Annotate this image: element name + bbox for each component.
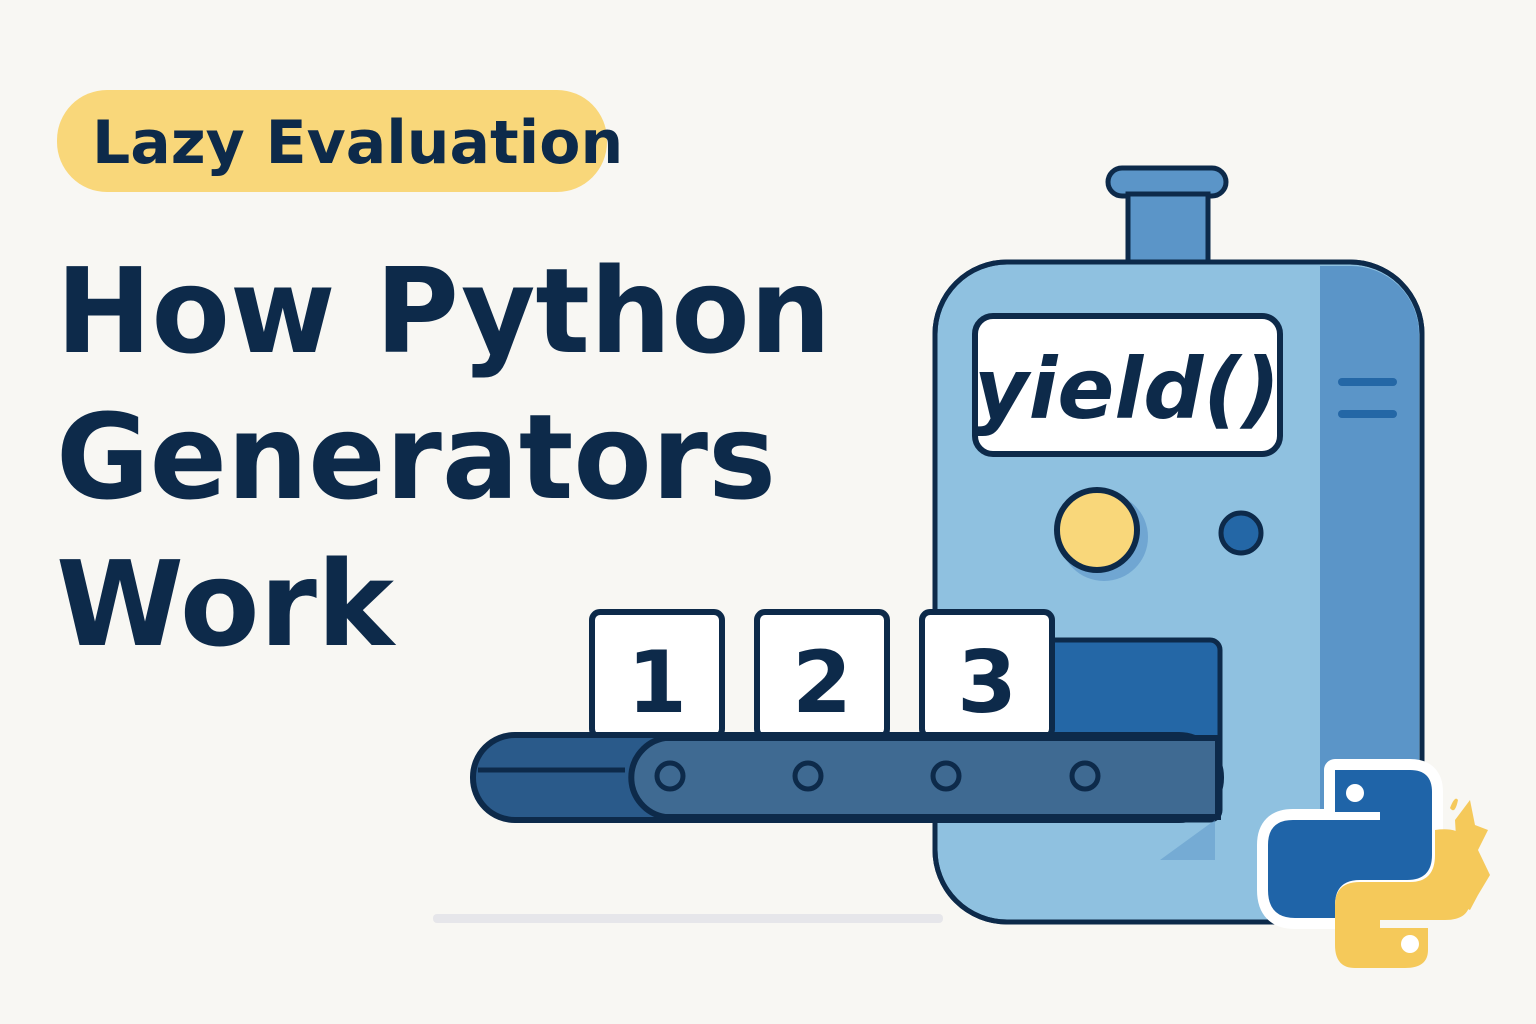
yield-label: yield() [974, 340, 1280, 438]
python-logo-icon [1257, 759, 1490, 968]
yielded-items: 1 2 3 [589, 609, 1055, 740]
yellow-button [1054, 487, 1140, 573]
roller-bolt [930, 760, 962, 792]
title-line-2: Generators [56, 388, 776, 526]
topic-badge: Lazy Evaluation [57, 90, 623, 192]
yield-display [972, 313, 1283, 457]
roller-bolt [792, 760, 824, 792]
roller-bolt [654, 760, 686, 792]
item-box-3: 3 [919, 609, 1055, 740]
python-blue-snake [1268, 770, 1432, 918]
roller-bolt [1069, 760, 1101, 792]
small-button [1218, 510, 1264, 556]
item-label: 2 [792, 633, 852, 733]
item-label: 1 [627, 633, 687, 733]
machine-side-panel [1320, 265, 1420, 919]
page-title: How Python Generators Work [56, 242, 831, 673]
floor-shadow [433, 914, 943, 923]
item-box-1: 1 [589, 609, 725, 740]
machine-neck [1125, 191, 1211, 269]
item-box-2: 2 [754, 609, 890, 740]
conveyor-belt [470, 732, 1224, 823]
item-label: 3 [957, 633, 1017, 733]
splash [1455, 800, 1490, 910]
title-line-1: How Python [56, 242, 831, 380]
python-yellow-snake [1335, 829, 1470, 968]
badge-label: Lazy Evaluation [92, 108, 623, 178]
title-line-3: Work [56, 535, 396, 673]
